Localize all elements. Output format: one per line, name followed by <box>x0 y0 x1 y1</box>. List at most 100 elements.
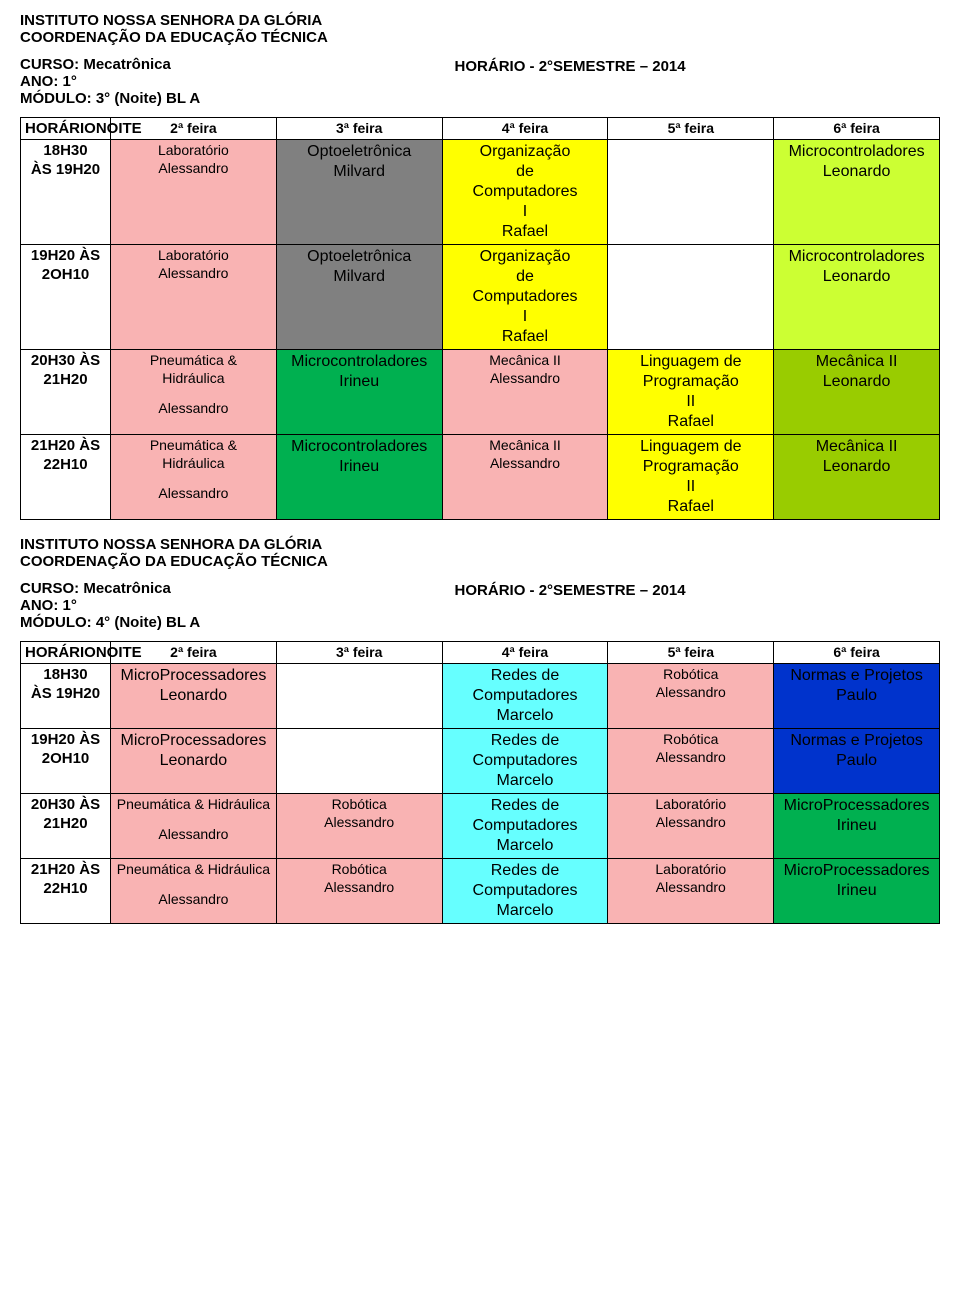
schedule-cell <box>276 664 442 729</box>
course-info-line: CURSO: Mecatrônica <box>20 56 200 73</box>
course-semester-row: CURSO: MecatrônicaANO: 1°MÓDULO: 3° (Noi… <box>20 56 940 107</box>
institution-line2: COORDENAÇÃO DA EDUCAÇÃO TÉCNICA <box>20 29 940 46</box>
day-column-header: 3ª feira <box>276 118 442 140</box>
schedule-cell: Redes deComputadoresMarcelo <box>442 859 608 924</box>
day-column-header: 4ª feira <box>442 642 608 664</box>
cell-text: Alessandro <box>158 400 228 418</box>
cell-text: Redes de <box>491 796 560 816</box>
cell-text: Alessandro <box>656 749 726 767</box>
cell-text: Pneumática & <box>150 352 237 370</box>
cell-text: I <box>523 202 527 222</box>
cell-text: Computadores <box>473 686 578 706</box>
course-info: CURSO: MecatrônicaANO: 1°MÓDULO: 3° (Noi… <box>20 56 200 107</box>
cell-text: Alessandro <box>158 826 228 844</box>
institution-line1: INSTITUTO NOSSA SENHORA DA GLÓRIA <box>20 12 940 29</box>
timecol-header: HORÁRIONOITE <box>21 642 111 664</box>
cell-text: Milvard <box>333 162 385 182</box>
schedule-cell: MicroProcessadoresLeonardo <box>111 664 277 729</box>
cell-text: Milvard <box>333 267 385 287</box>
cell-text: Laboratório <box>655 861 726 879</box>
schedule-cell: LaboratórioAlessandro <box>111 245 277 350</box>
cell-text: Rafael <box>668 497 714 517</box>
cell-text: Laboratório <box>158 247 229 265</box>
schedule-cell: Redes deComputadoresMarcelo <box>442 794 608 859</box>
cell-text: Microcontroladores <box>789 247 925 267</box>
day-column-header: 4ª feira <box>442 118 608 140</box>
table-row: 20H30 ÀS21H20Pneumática &Hidráulica Ales… <box>21 350 940 435</box>
table-row: 20H30 ÀS21H20 Pneumática & Hidráulica Ale… <box>21 794 940 859</box>
schedule-cell: Normas e ProjetosPaulo <box>774 729 940 794</box>
time-cell: 20H30 ÀS21H20 <box>21 350 111 435</box>
schedule-cell: Pneumática &Hidráulica Alessandro <box>111 350 277 435</box>
cell-text <box>192 387 195 400</box>
cell-text: Paulo <box>836 751 877 771</box>
cell-text: Programação <box>643 457 739 477</box>
schedule-cell: LaboratórioAlessandro <box>111 140 277 245</box>
course-info-line: MÓDULO: 3° (Noite) BL A <box>20 90 200 107</box>
course-info-line: ANO: 1° <box>20 597 200 614</box>
schedule-cell: MicrocontroladoresIrineu <box>276 435 442 520</box>
schedule-cell: Linguagem deProgramaçãoIIRafael <box>608 435 774 520</box>
cell-text <box>192 814 195 827</box>
schedule-cell: RobóticaAlessandro <box>276 794 442 859</box>
schedule-cell: OptoeletrônicaMilvard <box>276 140 442 245</box>
schedule-cell: Redes deComputadoresMarcelo <box>442 729 608 794</box>
cell-text: Pneumática & Hidráulica <box>117 796 270 814</box>
cell-text: MicroProcessadores <box>784 861 930 881</box>
course-info-line: MÓDULO: 4° (Noite) BL A <box>20 614 200 631</box>
schedule-cell: Mecânica IIAlessandro <box>442 350 608 435</box>
table-row: 21H20 ÀS22H10Pneumática & Hidráulica Ale… <box>21 859 940 924</box>
table-row: 19H20 ÀS2OH10LaboratórioAlessandroOptoel… <box>21 245 940 350</box>
cell-text: Alessandro <box>656 879 726 897</box>
schedule-cell: Mecânica IILeonardo <box>774 350 940 435</box>
cell-text: Redes de <box>491 666 560 686</box>
cell-text: MicroProcessadores <box>120 666 266 686</box>
cell-text: Marcelo <box>497 706 554 726</box>
cell-text: Pneumática & <box>150 437 237 455</box>
cell-text: Computadores <box>473 816 578 836</box>
cell-text: Mecânica II <box>816 437 898 457</box>
cell-text: MicroProcessadores <box>784 796 930 816</box>
schedule-cell: OrganizaçãodeComputadoresIRafael <box>442 140 608 245</box>
cell-text: Rafael <box>502 327 548 347</box>
schedule-cell: MicrocontroladoresLeonardo <box>774 245 940 350</box>
time-cell: 19H20 ÀS2OH10 <box>21 245 111 350</box>
cell-text: Computadores <box>473 287 578 307</box>
schedule-cell: MicroProcessadoresIrineu <box>774 794 940 859</box>
cell-text: Leonardo <box>823 457 891 477</box>
cell-text: Mecânica II <box>489 437 561 455</box>
course-info-line: ANO: 1° <box>20 73 200 90</box>
cell-text: Irineu <box>837 816 877 836</box>
time-cell: 19H20 ÀS2OH10 <box>21 729 111 794</box>
cell-text: Leonardo <box>160 751 228 771</box>
schedule-cell: MicrocontroladoresIrineu <box>276 350 442 435</box>
schedule-cell: OptoeletrônicaMilvard <box>276 245 442 350</box>
cell-text: Normas e Projetos <box>790 666 923 686</box>
semester-title: HORÁRIO - 2°SEMESTRE – 2014 <box>200 56 940 75</box>
cell-text: Leonardo <box>823 162 891 182</box>
cell-text: Rafael <box>502 222 548 242</box>
cell-text: Alessandro <box>158 160 228 178</box>
cell-text: Alessandro <box>656 684 726 702</box>
institution-header: INSTITUTO NOSSA SENHORA DA GLÓRIA COORDE… <box>20 12 940 46</box>
cell-text: Leonardo <box>160 686 228 706</box>
cell-text: Paulo <box>836 686 877 706</box>
schedule-cell: RobóticaAlessandro <box>608 729 774 794</box>
cell-text: Robótica <box>332 796 387 814</box>
schedule-cell: Mecânica IIAlessandro <box>442 435 608 520</box>
time-cell: 20H30 ÀS21H20 <box>21 794 111 859</box>
time-cell: 18H30ÀS 19H20 <box>21 664 111 729</box>
cell-text: Computadores <box>473 751 578 771</box>
schedule-cell: MicrocontroladoresLeonardo <box>774 140 940 245</box>
cell-text: Robótica <box>663 731 718 749</box>
day-column-header: 5ª feira <box>608 118 774 140</box>
schedule-cell: MicroProcessadoresLeonardo <box>111 729 277 794</box>
cell-text: Organização <box>480 142 571 162</box>
cell-text: Marcelo <box>497 771 554 791</box>
table-row: 18H30ÀS 19H20MicroProcessadoresLeonardoR… <box>21 664 940 729</box>
schedule-cell: LaboratórioAlessandro <box>608 859 774 924</box>
cell-text: Laboratório <box>158 142 229 160</box>
semester-title: HORÁRIO - 2°SEMESTRE – 2014 <box>200 580 940 599</box>
cell-text: Organização <box>480 247 571 267</box>
cell-text <box>192 879 195 892</box>
